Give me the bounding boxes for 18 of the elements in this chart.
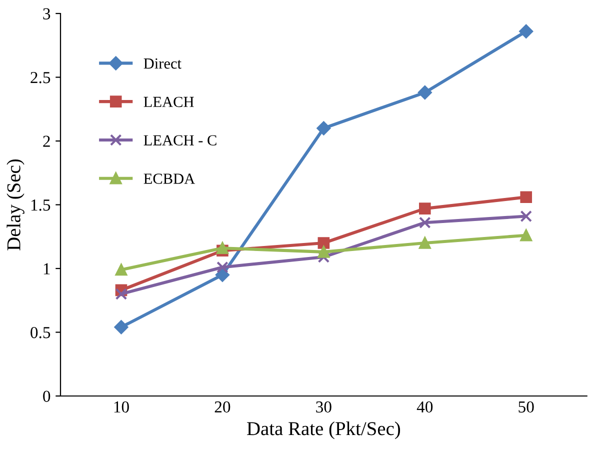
x-tick-label: 30 <box>316 401 332 413</box>
legend-label: ECBDA <box>144 174 196 184</box>
legend-label: LEACH - C <box>144 135 216 146</box>
y-tick-label: 2.5 <box>30 72 50 84</box>
y-tick-label: 3 <box>43 8 50 20</box>
x-tick-label: 10 <box>114 401 129 413</box>
x-tick-label: 20 <box>214 401 230 413</box>
y-tick-label: 0.5 <box>30 326 50 338</box>
legend-label: Direct <box>144 58 182 69</box>
x-axis-title: Data Rate (Pkt/Sec) <box>247 422 400 440</box>
y-tick-label: 2 <box>43 136 50 147</box>
legend-label: LEACH <box>144 96 194 108</box>
y-tick-label: 1.5 <box>31 200 50 211</box>
y-tick-label: 0 <box>43 390 50 402</box>
y-tick-label: 1 <box>44 263 50 274</box>
x-tick-label: 50 <box>518 401 534 413</box>
y-axis-title: Delay (Sec) <box>6 159 24 250</box>
x-tick-label: 40 <box>416 401 433 413</box>
